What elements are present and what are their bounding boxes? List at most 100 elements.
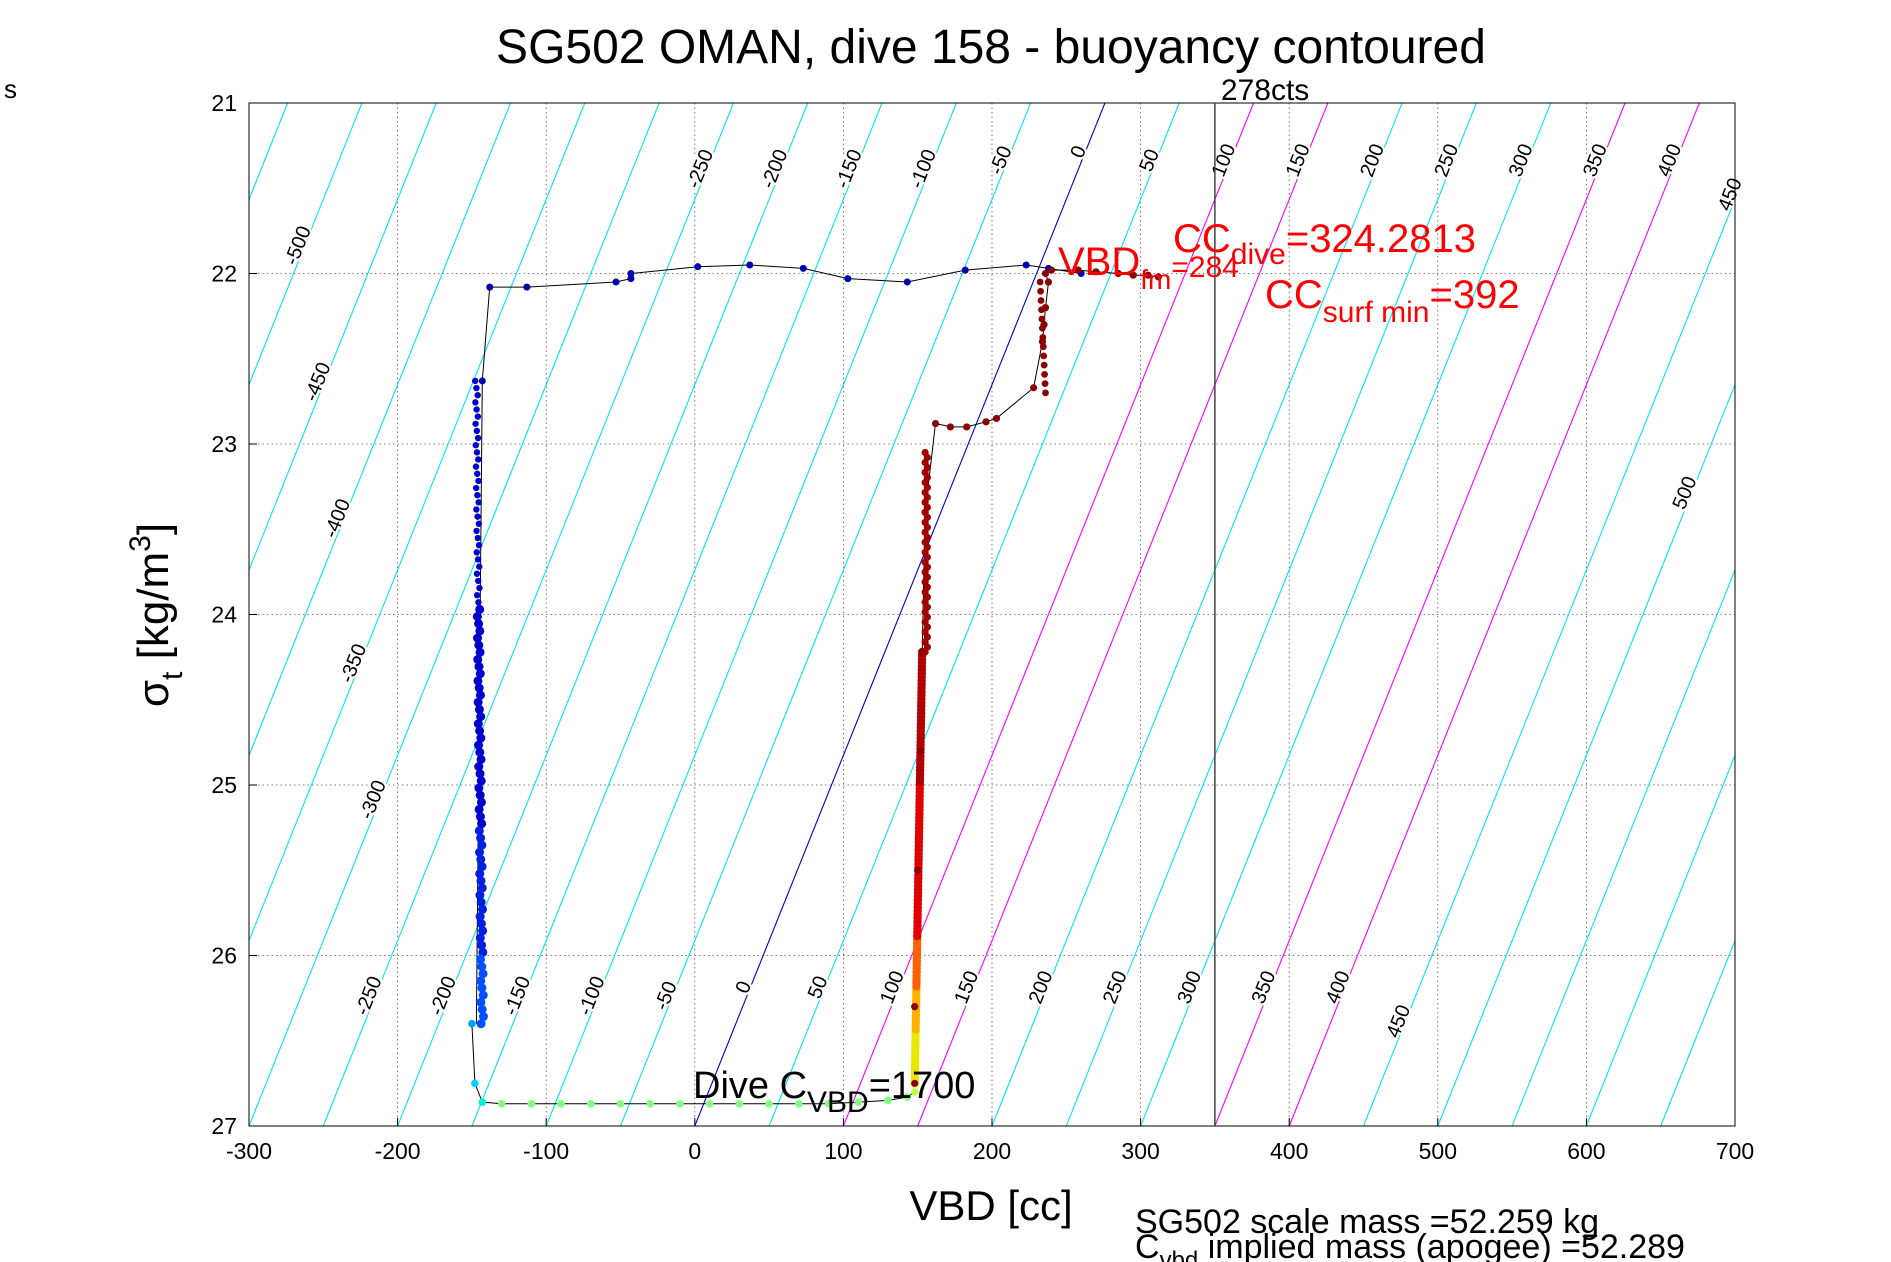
- descent-point: [473, 654, 483, 664]
- descent-point: [473, 719, 483, 729]
- descent-point: [477, 962, 487, 972]
- contour-label: -400: [320, 496, 355, 541]
- contour-label: -150: [831, 146, 866, 191]
- dive-trace-line: [475, 264, 1082, 1024]
- descent-point: [473, 570, 481, 577]
- descent-point: [471, 377, 479, 385]
- descent-point: [473, 633, 483, 643]
- implied-sub: vbd: [1160, 1247, 1199, 1262]
- descent-point: [478, 1012, 488, 1022]
- descent-point: [474, 434, 482, 442]
- descent-point: [478, 969, 488, 979]
- bottom-point: [586, 1100, 595, 1108]
- svg-text:VBDfm=284: VBDfm=284: [1058, 240, 1239, 295]
- bottom-point: [471, 1079, 479, 1088]
- descent-point: [474, 740, 484, 750]
- climb-point: [1038, 306, 1045, 314]
- descent-point: [475, 456, 482, 463]
- bottom-point: [676, 1100, 684, 1108]
- contour-line: [842, 103, 1255, 1126]
- chart-title: SG502 OMAN, dive 158 - buoyancy contoure…: [496, 21, 1486, 74]
- bottom-point: [910, 1088, 919, 1096]
- descent-point: [474, 556, 482, 563]
- descent-point: [475, 477, 482, 485]
- cc-value: =324.2813: [1286, 217, 1476, 261]
- climb-point: [1041, 370, 1049, 378]
- contour-line: [1362, 197, 1735, 1126]
- descent-point: [477, 840, 487, 850]
- descent-point: [474, 783, 484, 793]
- descent-point: [474, 491, 481, 499]
- bottom-point: [903, 1093, 912, 1101]
- y-tick-label: 27: [211, 1113, 237, 1139]
- vbd-annotation: VBDfm=284: [1058, 240, 1239, 295]
- x-tick-label: 500: [1419, 1138, 1457, 1164]
- descent-point: [476, 712, 486, 722]
- descent-point: [473, 384, 480, 392]
- climb-point: [931, 419, 940, 428]
- y-tick-label: 23: [211, 431, 237, 457]
- descent-point: [475, 499, 482, 506]
- descent-point: [477, 1004, 487, 1014]
- implied-mass-note: Cvbd implied mass (apogee) =52.289: [1135, 1228, 1685, 1262]
- contour-label: -200: [757, 146, 792, 191]
- contour-line: [249, 103, 512, 757]
- descent-point: [475, 847, 485, 857]
- y-tick-label: 21: [211, 90, 237, 116]
- contour-line: [1734, 1124, 1735, 1126]
- contour-label: -250: [351, 973, 386, 1018]
- descent-point: [473, 676, 483, 686]
- descent-point: [474, 704, 484, 714]
- reference-line-label: 278cts: [1221, 74, 1309, 107]
- descent-point: [475, 626, 485, 636]
- contour-label: -250: [683, 146, 718, 191]
- descent-point: [476, 854, 486, 864]
- descent-point: [472, 463, 480, 470]
- descent-point: [473, 506, 480, 513]
- descent-point: [475, 812, 485, 822]
- descent-point: [473, 549, 480, 556]
- climb-point: [1038, 324, 1046, 332]
- descent-point: [477, 940, 487, 950]
- contour-line: [1511, 568, 1735, 1126]
- contour-label: -350: [336, 641, 371, 686]
- climb-point: [982, 418, 990, 426]
- climb-point: [1036, 278, 1044, 286]
- descent-point: [473, 449, 481, 456]
- descent-point: [474, 662, 484, 672]
- climb-point: [1040, 352, 1048, 360]
- climb-point: [921, 448, 929, 457]
- y-tick-label: 22: [211, 261, 237, 287]
- descent-point: [474, 391, 481, 399]
- cc-surf-annotation: CCsurf min=392: [1265, 273, 1520, 329]
- descent-point: [475, 726, 485, 736]
- dive-c-label: Dive C: [693, 1065, 807, 1107]
- descent-point: [472, 420, 479, 427]
- dive-point: [612, 278, 620, 286]
- climb-point: [911, 1003, 919, 1011]
- climb-point: [1144, 271, 1152, 279]
- descent-point: [476, 997, 486, 1007]
- svg-text:CCdive=324.2813: CCdive=324.2813: [1173, 217, 1476, 271]
- bottom-point: [646, 1100, 655, 1108]
- cc-surf-label: CC: [1265, 273, 1323, 317]
- descent-point: [473, 427, 481, 435]
- grid-lines: [249, 103, 1735, 1126]
- descent-point: [474, 762, 484, 772]
- descent-point: [475, 577, 482, 585]
- svg-text:σt [kg/m3]: σt [kg/m3]: [124, 523, 189, 707]
- descent-point: [475, 890, 485, 900]
- x-tick-label: 100: [824, 1138, 862, 1164]
- contour-label: -450: [300, 359, 335, 404]
- descent-point: [475, 647, 485, 657]
- descent-point: [473, 591, 481, 599]
- y-tick-label: 26: [211, 943, 237, 969]
- contour-label: -200: [426, 973, 461, 1018]
- descent-point: [477, 819, 487, 829]
- contour-label: -150: [500, 973, 535, 1018]
- contour-line: [1140, 103, 1552, 1126]
- implied-label: C: [1135, 1228, 1160, 1262]
- dive-c-sub: VBD: [807, 1086, 869, 1119]
- contour-line: [1585, 753, 1735, 1126]
- descent-point: [472, 612, 482, 622]
